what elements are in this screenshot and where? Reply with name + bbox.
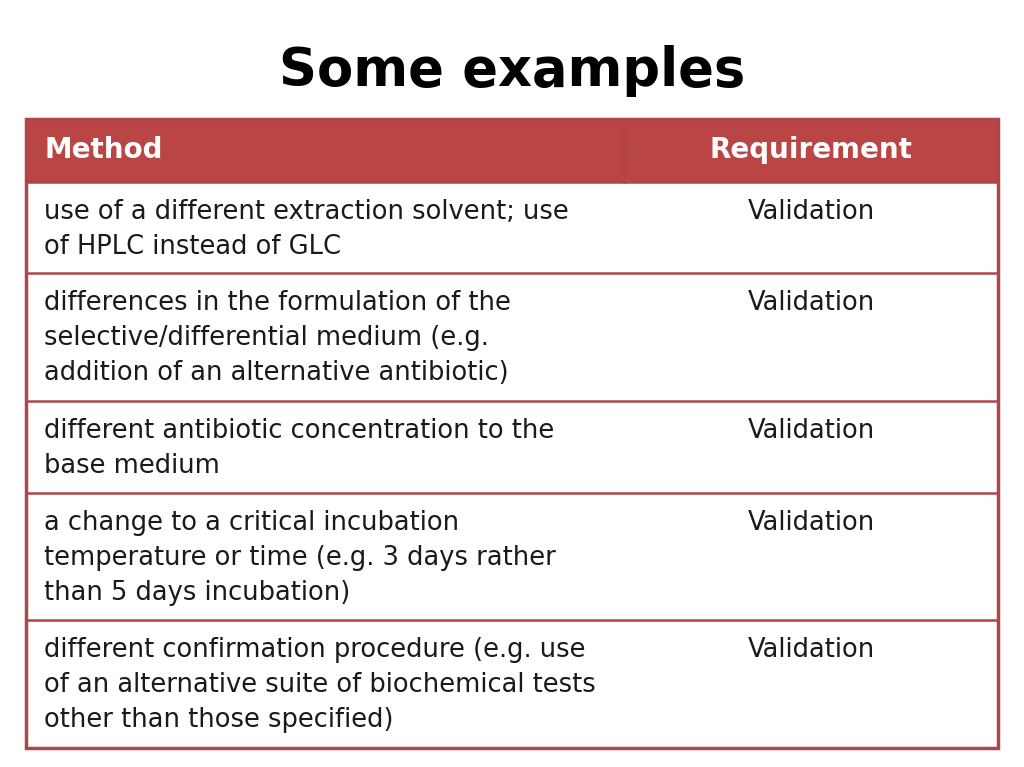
Text: use of a different extraction solvent; use
of HPLC instead of GLC: use of a different extraction solvent; u… [44,199,568,260]
Text: Validation: Validation [748,509,874,535]
Text: Validation: Validation [748,290,874,316]
Text: a change to a critical incubation
temperature or time (e.g. 3 days rather
than 5: a change to a critical incubation temper… [44,509,556,605]
Text: different confirmation procedure (e.g. use
of an alternative suite of biochemica: different confirmation procedure (e.g. u… [44,637,596,733]
Text: Some examples: Some examples [279,45,745,97]
Text: different antibiotic concentration to the
base medium: different antibiotic concentration to th… [44,418,554,479]
Text: Validation: Validation [748,199,874,225]
Text: differences in the formulation of the
selective/differential medium (e.g.
additi: differences in the formulation of the se… [44,290,511,387]
Text: Validation: Validation [748,418,874,444]
Text: Method: Method [44,137,163,164]
Text: Validation: Validation [748,637,874,663]
Bar [26,119,998,182]
Text: Requirement: Requirement [710,137,912,164]
